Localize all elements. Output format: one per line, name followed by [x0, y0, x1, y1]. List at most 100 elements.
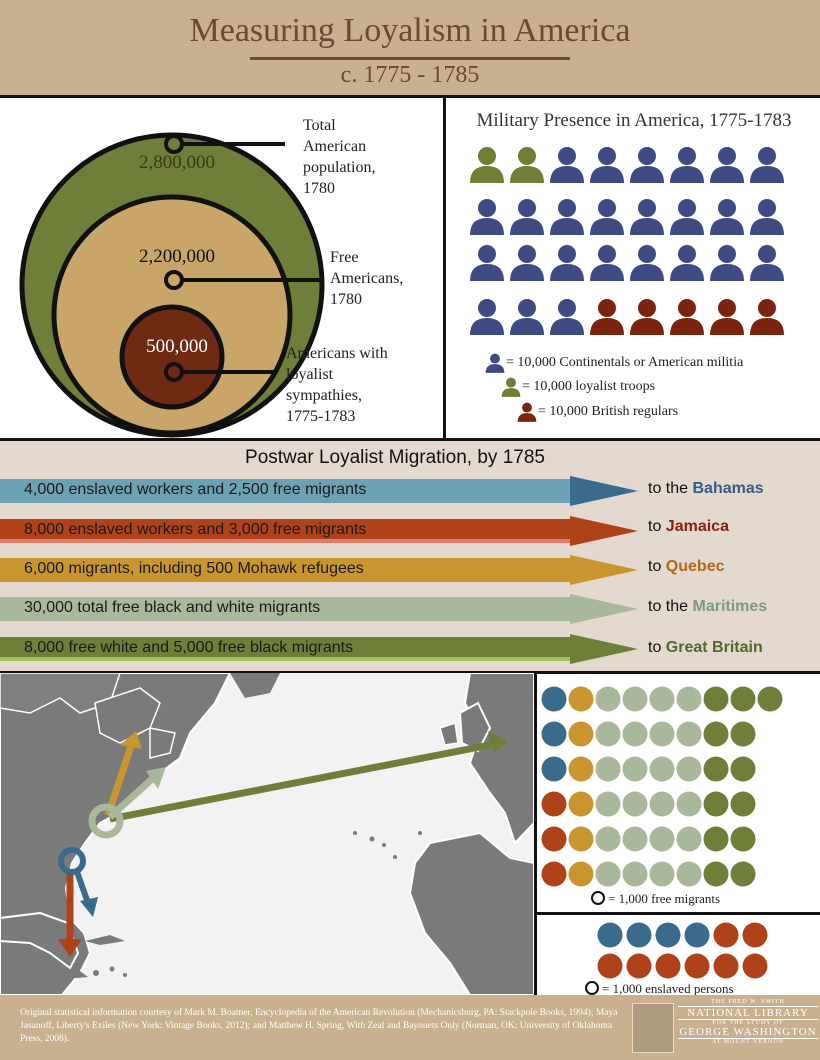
- arrow-head-jamaica-icon: [58, 939, 82, 957]
- page-title: Measuring Loyalism in America: [189, 12, 631, 49]
- migrant-dot: [568, 686, 594, 712]
- header-band: [0, 0, 820, 95]
- loyalist-population-value: 500,000: [146, 336, 208, 357]
- migrant-dot: [676, 756, 702, 782]
- migrant-dot: [713, 922, 739, 948]
- arrow-head-bahamas-icon: [80, 897, 98, 917]
- migration-title: Postwar Loyalist Migration, by 1785: [245, 447, 545, 468]
- person-icon-continental: [550, 147, 584, 183]
- migrant-dot: [703, 861, 729, 887]
- migrant-dot: [649, 791, 675, 817]
- migrant-dot: [742, 953, 768, 979]
- route-arrow-quebec: [0, 555, 638, 585]
- person-icon-continental: [750, 245, 784, 281]
- person-icon-british: [710, 299, 744, 335]
- migrant-dot: [676, 861, 702, 887]
- person-icon: [501, 377, 521, 397]
- population-circles: [19, 132, 325, 438]
- migrant-dot: [595, 861, 621, 887]
- divider-migration-bottom: [0, 670, 820, 674]
- migration-map: [0, 673, 534, 995]
- route-arrow-great-britain: [0, 634, 638, 664]
- person-icon-continental: [550, 199, 584, 235]
- migrant-dot: [703, 756, 729, 782]
- free-population-label: Free Americans, 1780: [330, 249, 404, 308]
- divider-dots: [536, 912, 820, 915]
- enslaved-persons-dots: [597, 922, 768, 979]
- great-britain-island: [458, 701, 492, 753]
- washington-portrait-logo: [632, 1003, 674, 1053]
- person-icon-continental: [510, 199, 544, 235]
- loyalist-population-circle: [119, 304, 225, 410]
- free-population-value: 2,200,000: [139, 246, 215, 267]
- migrant-dot: [541, 791, 567, 817]
- person-icon-loyalist: [510, 147, 544, 183]
- arrow-quebec: [104, 741, 136, 817]
- migrant-dot: [622, 791, 648, 817]
- title-divider: [250, 57, 570, 60]
- migrant-dot: [541, 756, 567, 782]
- divider-map-dots: [534, 672, 537, 996]
- migrant-dot: [595, 791, 621, 817]
- migrant-dot: [676, 686, 702, 712]
- person-icon-continental: [510, 299, 544, 335]
- migrant-dot: [703, 686, 729, 712]
- migrant-dot: [703, 791, 729, 817]
- total-population-label: Total American population, 1780: [303, 117, 376, 197]
- person-icon: [517, 402, 537, 422]
- military-person-grid: [470, 147, 784, 335]
- maritimes-region: [149, 727, 176, 759]
- migrant-dot: [742, 922, 768, 948]
- arrow-bahamas: [73, 868, 91, 904]
- migrant-dot: [684, 922, 710, 948]
- person-icon-continental: [670, 147, 704, 183]
- migrant-dot: [541, 721, 567, 747]
- migrant-dot: [713, 953, 739, 979]
- loyalist-population-label: Americans with loyalist sympathies, 1775…: [286, 345, 388, 425]
- migrant-dot: [568, 791, 594, 817]
- arrow-head-great-britain-icon: [488, 731, 508, 753]
- person-icon-continental: [630, 199, 664, 235]
- migrant-dot: [597, 953, 623, 979]
- migrant-dot: [730, 826, 756, 852]
- southern-origin-marker-icon: [58, 847, 86, 875]
- migrant-dot: [595, 756, 621, 782]
- migrant-dot: [655, 953, 681, 979]
- person-icon-continental: [710, 245, 744, 281]
- migrant-dot: [676, 826, 702, 852]
- person-icon-loyalist: [470, 147, 504, 183]
- migrant-dot: [626, 953, 652, 979]
- footer-band: [0, 995, 820, 1060]
- divider-top: [0, 95, 820, 98]
- migrant-dot: [622, 686, 648, 712]
- migrant-dot: [649, 861, 675, 887]
- total-population-value: 2,800,000: [139, 152, 215, 173]
- person-icon-continental: [470, 245, 504, 281]
- person-icon-continental: [630, 147, 664, 183]
- person-icon-british: [630, 299, 664, 335]
- destination-quebec: to Quebec: [648, 558, 725, 575]
- migrant-dot: [703, 826, 729, 852]
- person-icon-continental: [550, 299, 584, 335]
- person-icon-continental: [710, 199, 744, 235]
- free-migrants-dots: [541, 686, 783, 887]
- person-icon-continental: [470, 199, 504, 235]
- migrant-dot: [757, 686, 783, 712]
- person-icon-continental: [750, 147, 784, 183]
- person-icon-continental: [550, 245, 584, 281]
- africa-landmass: [408, 831, 534, 995]
- divider-migration-top: [0, 438, 820, 442]
- migrant-dot: [595, 686, 621, 712]
- northern-origin-marker-icon: [88, 803, 124, 839]
- destination-jamaica: to Jamaica: [648, 518, 729, 535]
- page-subtitle: c. 1775 - 1785: [340, 62, 480, 88]
- migrant-dot: [568, 721, 594, 747]
- free-migrants-caption: = 1,000 free migrants: [608, 891, 721, 906]
- migrant-dot: [626, 922, 652, 948]
- free-migrant-key-icon: [591, 891, 605, 905]
- destination-bahamas: to the Bahamas: [648, 480, 764, 497]
- person-icon-continental: [670, 245, 704, 281]
- person-icon-continental: [510, 245, 544, 281]
- route-arrow-maritimes: [0, 594, 638, 624]
- route-arrow-jamaica: [0, 516, 638, 546]
